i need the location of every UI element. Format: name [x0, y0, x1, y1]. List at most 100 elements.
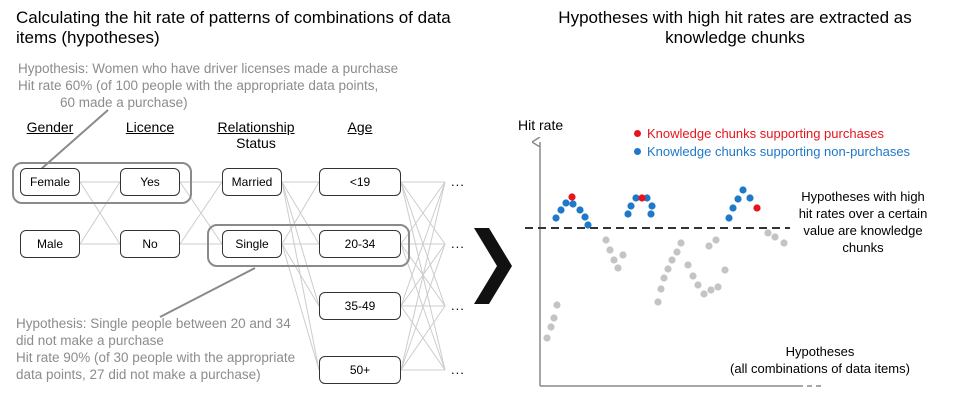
node-married: Married: [222, 168, 282, 196]
right-title: Hypotheses with high hit rates are extra…: [540, 8, 930, 48]
ellipsis-2: ...: [451, 236, 465, 251]
legend: Knowledge chunks supporting purchases Kn…: [634, 125, 910, 161]
node-age-under-19: <19: [319, 168, 401, 196]
x-axis-label-line1: Hypotheses: [785, 344, 855, 359]
left-title: Calculating the hit rate of patterns of …: [16, 8, 451, 48]
ellipsis-3: ...: [451, 298, 465, 313]
ellipsis-4: ...: [451, 362, 465, 377]
hypothesis-point: [721, 266, 729, 274]
hypothesis-point: [610, 256, 618, 264]
hypothesis-point: [684, 261, 692, 269]
hypothesis-point: [614, 264, 622, 272]
top-hypothesis-text: Hypothesis: Women who have driver licens…: [18, 60, 398, 111]
node-single: Single: [222, 230, 282, 258]
column-header-gender: Gender: [26, 119, 74, 135]
purchase-chunk: [753, 204, 761, 212]
non-purchase-chunk: [643, 194, 651, 202]
bottom-hypothesis-line1: Hypothesis: Single people between 20 and…: [16, 316, 291, 331]
hypothesis-point: [705, 242, 713, 250]
node-age-35-49: 35-49: [319, 292, 401, 320]
hypothesis-point: [712, 236, 720, 244]
non-purchase-chunk: [624, 210, 632, 218]
bottom-hypothesis-line4: data points, 27 did not make a purchase): [16, 367, 261, 382]
hypothesis-point: [660, 274, 668, 282]
hypothesis-point: [780, 239, 788, 247]
hypothesis-point: [547, 323, 555, 331]
threshold-note-line2: hit rates over a certain: [798, 206, 928, 221]
hypothesis-point: [543, 334, 551, 342]
x-axis-label-line2: (all combinations of data items): [730, 361, 910, 376]
legend-purchase: Knowledge chunks supporting purchases: [634, 125, 910, 143]
legend-purchase-label: Knowledge chunks supporting purchases: [647, 126, 885, 141]
non-purchase-chunk: [552, 214, 560, 222]
purchase-chunk: [568, 193, 576, 201]
hypothesis-point: [606, 246, 614, 254]
bottom-hypothesis-line3: Hit rate 90% (of 30 people with the appr…: [16, 350, 296, 365]
non-purchase-chunk: [648, 202, 656, 210]
hypothesis-point: [677, 239, 685, 247]
hypothesis-point: [602, 236, 610, 244]
non-purchase-chunk: [569, 200, 577, 208]
column-header-licence: Licence: [125, 119, 175, 135]
left-title-line1: Calculating the hit rate of patterns of …: [16, 8, 451, 27]
hypothesis-point: [550, 314, 558, 322]
legend-non-purchase-label: Knowledge chunks supporting non-purchase…: [647, 144, 911, 159]
hypothesis-point: [668, 256, 676, 264]
hypothesis-point: [689, 272, 697, 280]
column-header-relationship-line2: Status: [236, 135, 276, 151]
non-purchase-chunk: [627, 202, 635, 210]
top-hypothesis-line2: Hit rate 60% (of 100 people with the app…: [18, 78, 379, 93]
non-purchase-chunk: [729, 204, 737, 212]
non-purchase-chunk: [725, 214, 733, 222]
hypothesis-point: [764, 229, 772, 237]
node-age-50-plus: 50+: [319, 356, 401, 384]
threshold-note-line3: value are knowledge: [803, 223, 923, 238]
non-purchase-chunk: [746, 194, 754, 202]
hypothesis-point: [619, 251, 627, 259]
right-title-line2: knowledge chunks: [665, 28, 805, 47]
node-licence-yes: Yes: [120, 168, 180, 196]
top-hypothesis-line3: 60 made a purchase): [60, 95, 188, 110]
threshold-note-line1: Hypotheses with high: [801, 189, 925, 204]
y-axis-label: Hit rate: [518, 117, 564, 133]
red-dot-icon: [634, 130, 641, 138]
legend-non-purchase: Knowledge chunks supporting non-purchase…: [634, 143, 910, 161]
hypothesis-point: [714, 283, 722, 291]
hypothesis-point: [700, 290, 708, 298]
non-purchase-chunk: [562, 199, 570, 207]
node-licence-no: No: [120, 230, 180, 258]
left-title-line2: items (hypotheses): [16, 28, 160, 47]
column-header-relationship-line1: Relationship: [217, 119, 295, 135]
threshold-note-line4: chunks: [842, 240, 884, 255]
top-hypothesis-line1: Hypothesis: Women who have driver licens…: [18, 61, 399, 76]
threshold-note: Hypotheses with high hit rates over a ce…: [778, 188, 948, 256]
female-licence-highlight: [12, 162, 192, 204]
hypothesis-point: [654, 298, 662, 306]
x-axis-label: Hypotheses (all combinations of data ite…: [700, 343, 940, 377]
node-female: Female: [20, 168, 80, 196]
hypothesis-point: [657, 285, 665, 293]
single-age-highlight: [207, 224, 410, 267]
non-purchase-chunk: [557, 206, 565, 214]
non-purchase-chunk: [581, 213, 589, 221]
non-purchase-chunk: [647, 210, 655, 218]
node-age-20-34: 20-34: [319, 230, 401, 258]
hypothesis-point: [673, 248, 681, 256]
hypothesis-point: [553, 301, 561, 309]
hypothesis-point: [771, 233, 779, 241]
right-title-line1: Hypotheses with high hit rates are extra…: [558, 8, 912, 27]
non-purchase-chunk: [739, 186, 747, 194]
column-header-age: Age: [347, 119, 373, 135]
ellipsis-1: ...: [451, 174, 465, 189]
bottom-hypothesis-line2: did not make a purchase: [16, 333, 164, 348]
hypothesis-point: [707, 286, 715, 294]
hypothesis-point: [664, 265, 672, 273]
non-purchase-chunk: [632, 194, 640, 202]
column-header-relationship: Relationship Status: [211, 119, 301, 151]
non-purchase-chunk: [576, 206, 584, 214]
blue-dot-icon: [634, 148, 641, 156]
non-purchase-chunk: [584, 221, 592, 229]
node-male: Male: [20, 230, 80, 258]
